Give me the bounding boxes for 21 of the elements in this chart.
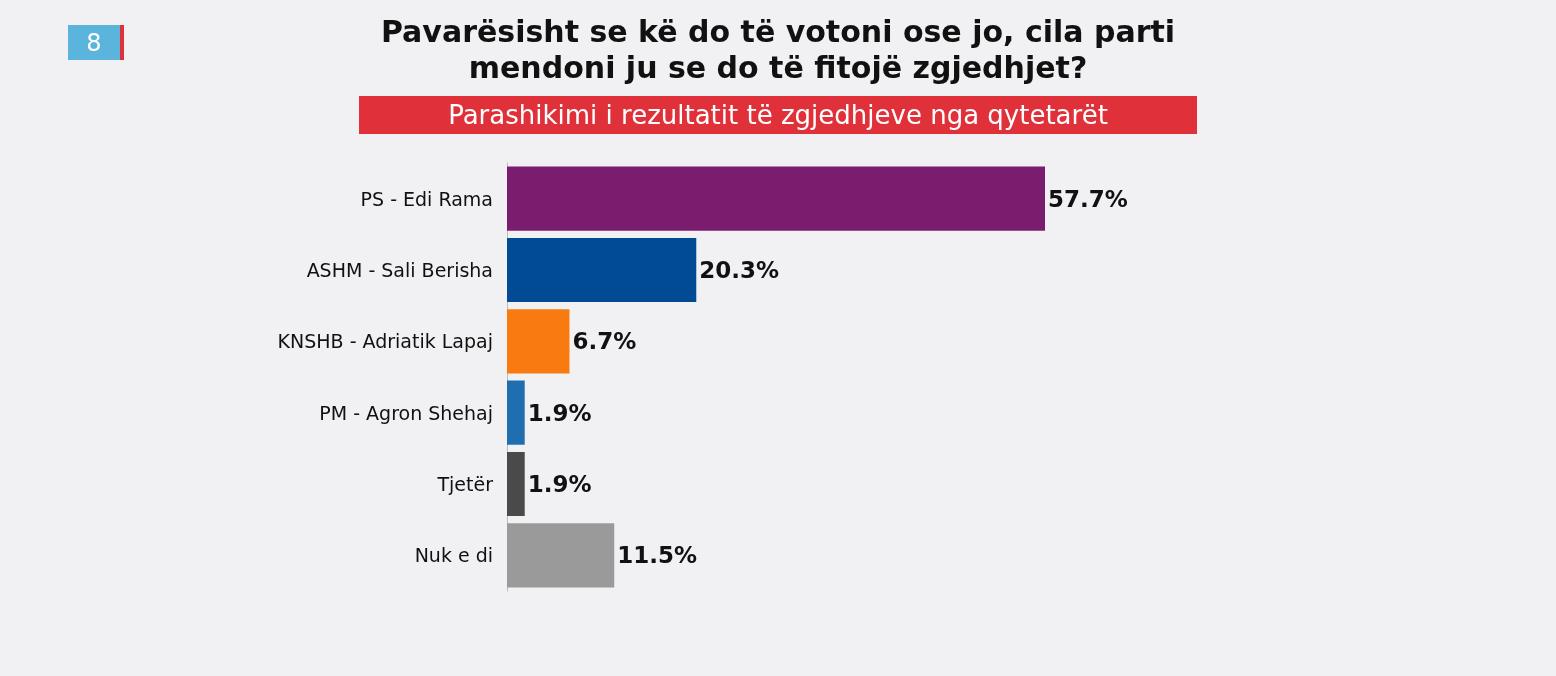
y-tick-label: PS - Edi Rama (360, 187, 493, 210)
bar (507, 451, 525, 517)
data-label: 1.9% (527, 399, 592, 426)
y-tick-label: Tjetër (436, 473, 494, 495)
data-label: 6.7% (572, 328, 637, 355)
chart-subtitle: Parashikimi i rezultatit të zgjedhjeve nga qytetarët (448, 100, 1108, 130)
y-tick-label: KNSHB - Adriatik Lapaj (277, 330, 493, 353)
bar (507, 380, 525, 445)
y-tick-label: PM - Agron Shehaj (319, 401, 493, 424)
bar (507, 166, 1045, 231)
chart-title: Pavarësisht se kë do të votoni ose jo, cila parti mendoni ju se do të fitojë zgjedhjet? (380, 13, 1176, 85)
y-tick-label: ASHM - Sali Berisha (306, 259, 493, 281)
bar (507, 309, 570, 374)
data-label: 11.5% (617, 542, 698, 569)
text: 8 (86, 29, 102, 57)
y-tick-label: Nuk e di (414, 544, 493, 567)
data-label: 57.7% (1048, 185, 1128, 212)
data-label: 20.3% (699, 257, 780, 283)
data-label: 1.9% (527, 471, 592, 497)
bar (507, 523, 615, 588)
bar (507, 237, 697, 303)
